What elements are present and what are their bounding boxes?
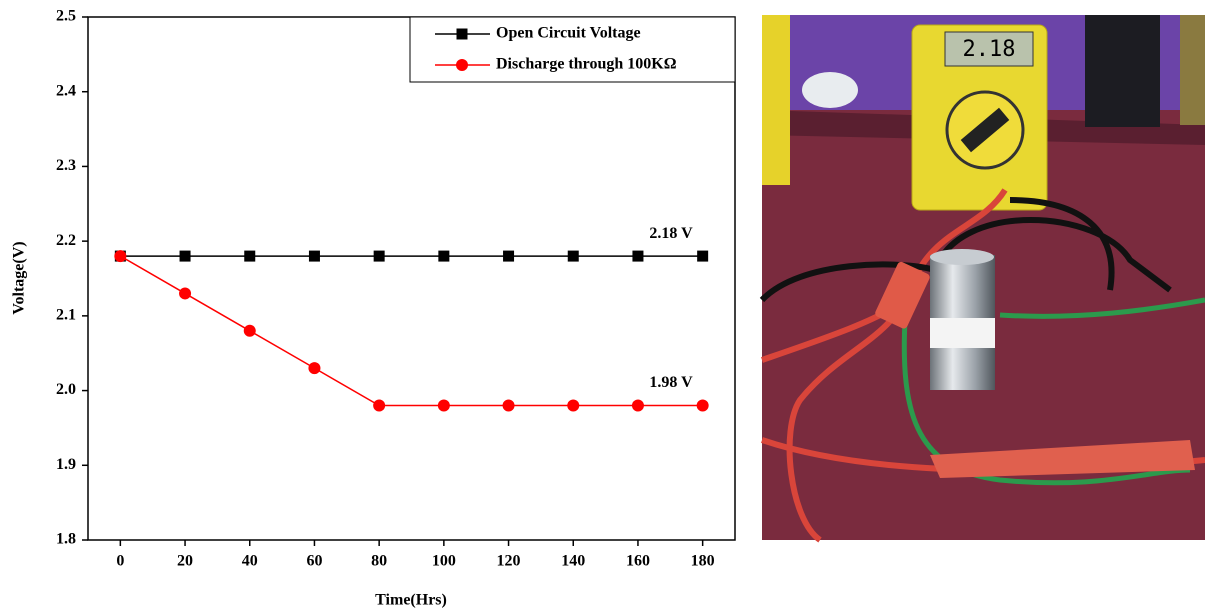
plot-frame	[88, 17, 735, 540]
y-tick-label: 2.3	[56, 157, 76, 174]
black-box	[1085, 15, 1160, 127]
x-tick-label: 20	[177, 553, 193, 570]
y-tick-label: 2.1	[56, 307, 76, 324]
data-point	[697, 251, 708, 262]
frame	[1180, 15, 1205, 125]
left-meter	[762, 15, 790, 185]
annotation: 1.98 V	[649, 374, 693, 391]
x-tick-label: 80	[371, 553, 387, 570]
data-point	[632, 400, 644, 412]
y-tick-label: 2.0	[56, 381, 76, 398]
y-tick-label: 2.2	[56, 232, 76, 249]
series-line	[120, 256, 702, 405]
figure: Voltage(V) Time(Hrs) 1.8 1.9 2.0 2.1 2.2 2.3 2…	[0, 0, 1205, 615]
y-tick-label: 1.8	[56, 531, 76, 548]
y-axis-label: Voltage(V)	[11, 241, 28, 314]
photo: 2.18	[762, 15, 1205, 540]
data-point	[438, 251, 449, 262]
data-point	[308, 362, 320, 374]
x-tick-label: 180	[691, 553, 715, 570]
data-point	[244, 251, 255, 262]
legend-marker	[456, 59, 468, 71]
data-point	[244, 325, 256, 337]
data-point	[697, 400, 709, 412]
data-point	[438, 400, 450, 412]
legend-marker	[457, 29, 468, 40]
data-point	[503, 251, 514, 262]
data-point	[503, 400, 515, 412]
x-tick-label: 160	[626, 553, 650, 570]
x-tick-label: 140	[561, 553, 585, 570]
y-tick-label: 2.5	[56, 8, 76, 25]
chart: Voltage(V) Time(Hrs) 1.8 1.9 2.0 2.1 2.2 2.3 2…	[11, 8, 735, 609]
data-point	[632, 251, 643, 262]
data-point	[373, 400, 385, 412]
data-point	[309, 251, 320, 262]
meter-reading: 2.18	[963, 37, 1016, 62]
x-tick-label: 0	[116, 553, 124, 570]
separator	[930, 318, 995, 348]
x-tick-label: 40	[242, 553, 258, 570]
legend-label: Discharge through 100KΩ	[496, 56, 677, 73]
data-point	[180, 251, 191, 262]
data-point	[179, 287, 191, 299]
mortar	[802, 72, 858, 108]
legend-label: Open Circuit Voltage	[496, 25, 641, 42]
x-tick-label: 100	[432, 553, 456, 570]
x-axis-label: Time(Hrs)	[375, 592, 447, 609]
data-point	[567, 400, 579, 412]
cylinder-top	[930, 249, 994, 265]
y-tick-label: 2.4	[56, 82, 76, 99]
annotation: 2.18 V	[649, 225, 693, 242]
y-tick-label: 1.9	[56, 456, 76, 473]
x-tick-label: 120	[497, 553, 521, 570]
data-point	[568, 251, 579, 262]
data-point	[374, 251, 385, 262]
x-tick-label: 60	[306, 553, 322, 570]
data-point	[114, 250, 126, 262]
